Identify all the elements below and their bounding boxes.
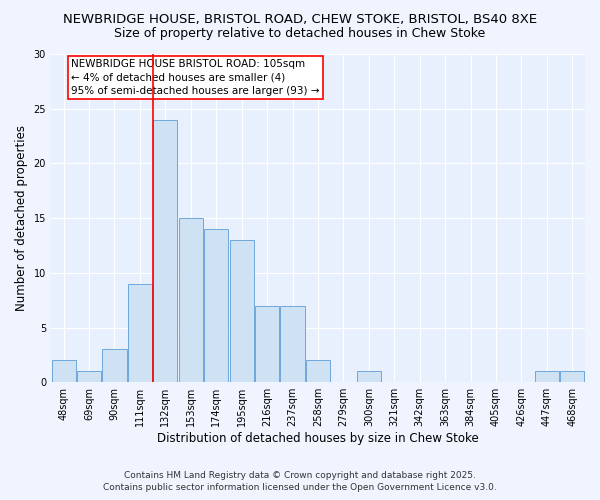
Bar <box>560 372 584 382</box>
Bar <box>153 120 178 382</box>
Text: Size of property relative to detached houses in Chew Stoke: Size of property relative to detached ho… <box>115 28 485 40</box>
Text: NEWBRIDGE HOUSE BRISTOL ROAD: 105sqm
← 4% of detached houses are smaller (4)
95%: NEWBRIDGE HOUSE BRISTOL ROAD: 105sqm ← 4… <box>71 60 320 96</box>
Bar <box>204 229 229 382</box>
Bar <box>357 372 381 382</box>
X-axis label: Distribution of detached houses by size in Chew Stoke: Distribution of detached houses by size … <box>157 432 479 445</box>
Y-axis label: Number of detached properties: Number of detached properties <box>15 125 28 311</box>
Text: NEWBRIDGE HOUSE, BRISTOL ROAD, CHEW STOKE, BRISTOL, BS40 8XE: NEWBRIDGE HOUSE, BRISTOL ROAD, CHEW STOK… <box>63 12 537 26</box>
Text: Contains HM Land Registry data © Crown copyright and database right 2025.
Contai: Contains HM Land Registry data © Crown c… <box>103 471 497 492</box>
Bar <box>306 360 330 382</box>
Bar <box>179 218 203 382</box>
Bar <box>280 306 305 382</box>
Bar <box>52 360 76 382</box>
Bar <box>77 372 101 382</box>
Bar <box>255 306 279 382</box>
Bar <box>128 284 152 382</box>
Bar <box>535 372 559 382</box>
Bar <box>230 240 254 382</box>
Bar <box>103 350 127 382</box>
